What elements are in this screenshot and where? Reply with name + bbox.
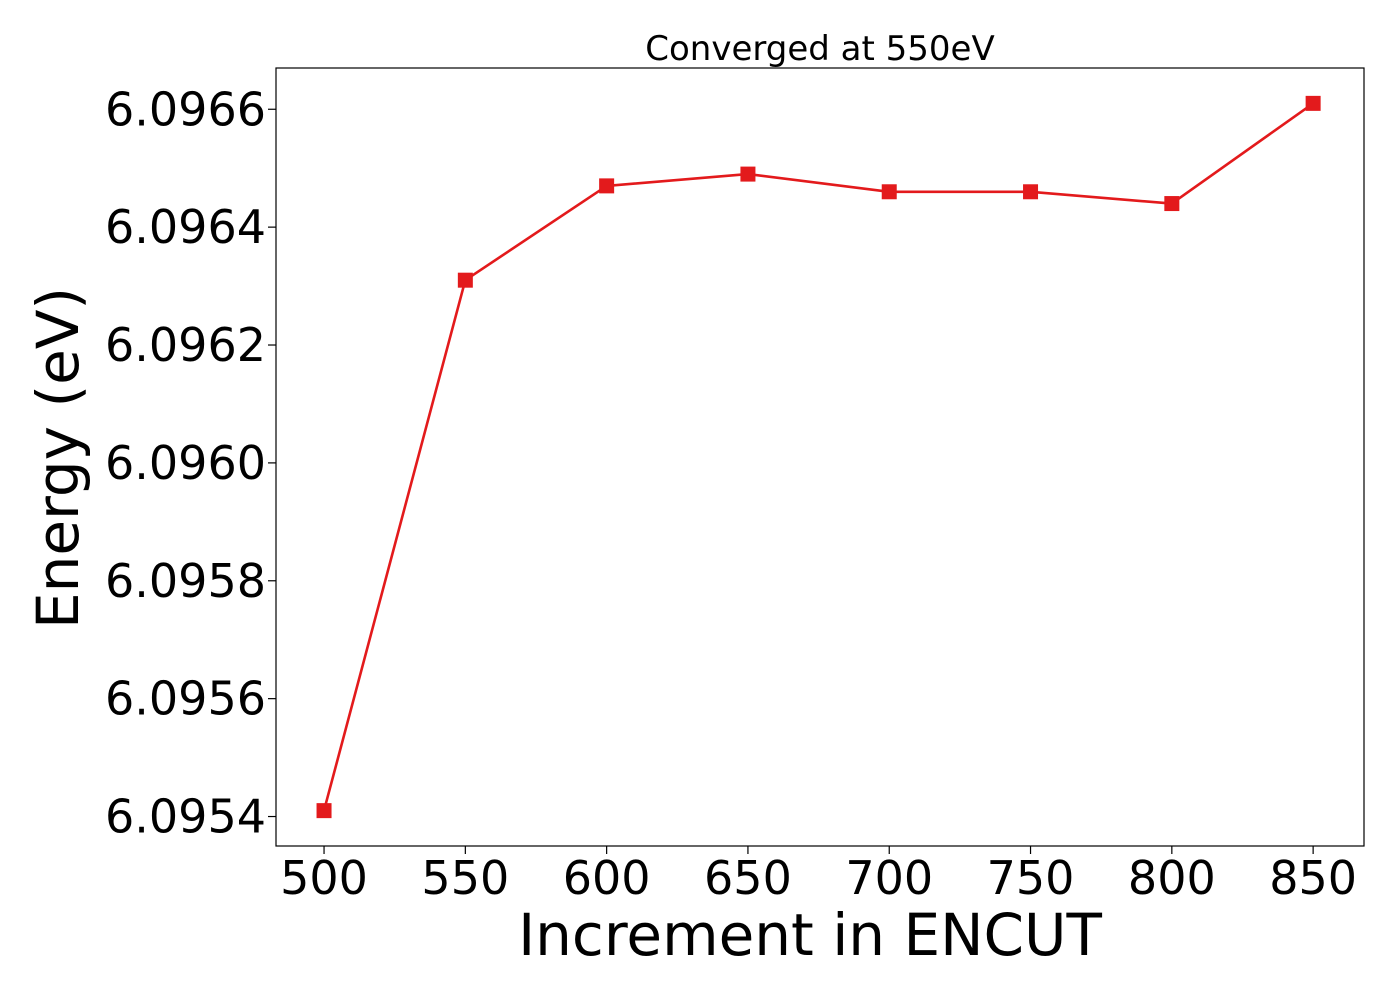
- data-point: [599, 178, 615, 194]
- y-tick-label: 6.0962: [105, 318, 266, 372]
- plot-area-frame: [275, 67, 1365, 847]
- data-point: [1305, 95, 1321, 111]
- y-axis-label: Energy (eV): [24, 287, 92, 629]
- series-line: [322, 102, 1314, 811]
- y-tick-label: 6.0958: [105, 554, 266, 608]
- y-axis: 6.0954 6.0956 6.0958 6.0960 6.0962 6.0964 6.09…: [105, 82, 276, 844]
- x-tick-label: 600: [563, 851, 651, 905]
- x-tick-label: 650: [704, 851, 792, 905]
- x-tick-label: 850: [1269, 851, 1357, 905]
- y-tick-label: 6.0964: [105, 200, 266, 254]
- x-axis-label: Increment in ENCUT: [518, 901, 1102, 969]
- x-tick-label: 800: [1128, 851, 1216, 905]
- x-tick-label: 750: [987, 851, 1075, 905]
- y-tick-label: 6.0954: [105, 790, 266, 844]
- y-tick-label: 6.0960: [105, 436, 266, 490]
- x-tick-label: 500: [280, 851, 368, 905]
- x-tick-label: 550: [421, 851, 509, 905]
- data-point: [740, 166, 756, 182]
- chart-title: Converged at 550eV: [645, 29, 994, 69]
- y-tick-label: 6.0966: [105, 82, 266, 136]
- data-point: [1023, 184, 1039, 200]
- data-point: [881, 184, 897, 200]
- y-tick-label: 6.0956: [105, 672, 266, 726]
- data-point: [457, 272, 473, 288]
- series-layer: [316, 95, 1321, 819]
- x-tick-label: 700: [845, 851, 933, 905]
- x-axis: 500 550 600 650 700 750 800 850: [280, 846, 1357, 905]
- data-point: [1164, 196, 1180, 212]
- data-point: [316, 803, 332, 819]
